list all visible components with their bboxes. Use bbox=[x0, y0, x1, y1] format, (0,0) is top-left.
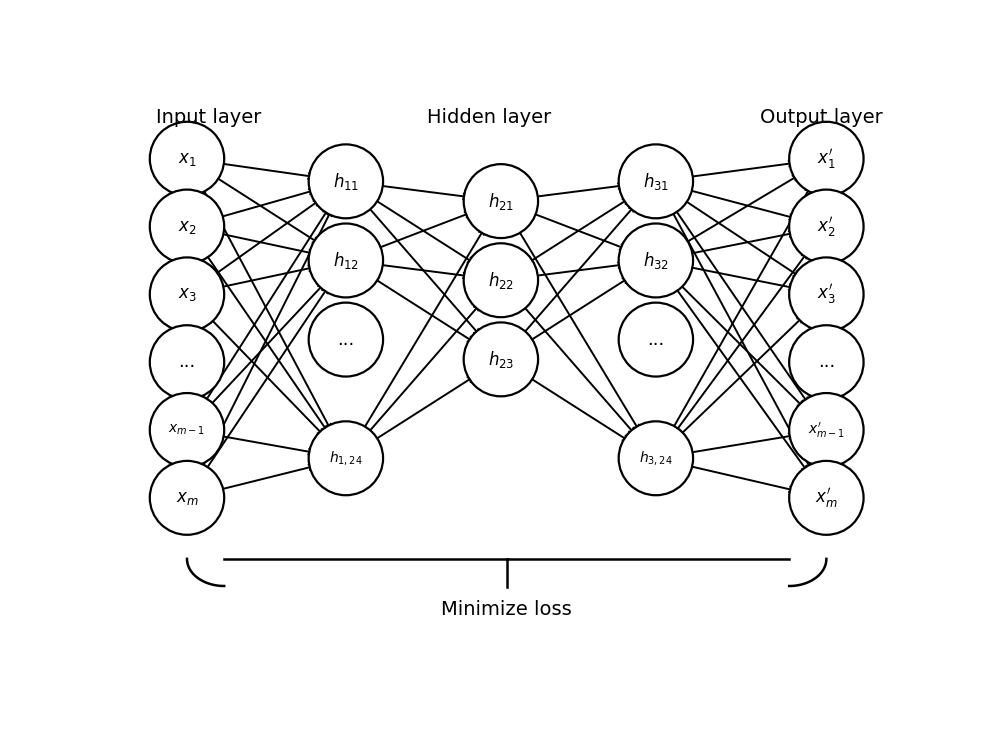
Ellipse shape bbox=[789, 461, 864, 535]
Ellipse shape bbox=[150, 325, 224, 399]
Text: $h_{31}$: $h_{31}$ bbox=[643, 171, 669, 192]
Ellipse shape bbox=[464, 322, 538, 396]
Text: $h_{32}$: $h_{32}$ bbox=[643, 250, 669, 271]
Text: $h_{21}$: $h_{21}$ bbox=[488, 191, 514, 211]
Text: $x_2'$: $x_2'$ bbox=[817, 214, 836, 239]
Text: ...: ... bbox=[337, 330, 354, 349]
Ellipse shape bbox=[309, 302, 383, 377]
Ellipse shape bbox=[619, 145, 693, 218]
Ellipse shape bbox=[619, 302, 693, 377]
Ellipse shape bbox=[150, 393, 224, 467]
Text: $x_1'$: $x_1'$ bbox=[817, 147, 836, 171]
Text: ...: ... bbox=[178, 353, 196, 371]
Text: $x_{m-1}$: $x_{m-1}$ bbox=[168, 423, 206, 437]
Text: $x_2$: $x_2$ bbox=[178, 217, 196, 236]
Text: Minimize loss: Minimize loss bbox=[441, 600, 572, 619]
Text: $x_m$: $x_m$ bbox=[176, 489, 198, 507]
Text: $x_1$: $x_1$ bbox=[178, 150, 196, 168]
Ellipse shape bbox=[789, 325, 864, 399]
Text: $h_{11}$: $h_{11}$ bbox=[333, 171, 359, 192]
Ellipse shape bbox=[619, 421, 693, 495]
Text: Output layer: Output layer bbox=[761, 108, 883, 127]
Ellipse shape bbox=[464, 164, 538, 238]
Ellipse shape bbox=[789, 393, 864, 467]
Text: ...: ... bbox=[818, 353, 835, 371]
Text: $x_m'$: $x_m'$ bbox=[815, 486, 838, 510]
Text: $x_3$: $x_3$ bbox=[178, 286, 196, 303]
Text: Hidden layer: Hidden layer bbox=[427, 108, 552, 127]
Text: $x_3'$: $x_3'$ bbox=[817, 283, 836, 306]
Ellipse shape bbox=[789, 258, 864, 331]
Ellipse shape bbox=[309, 145, 383, 218]
Ellipse shape bbox=[150, 258, 224, 331]
Ellipse shape bbox=[309, 223, 383, 297]
Ellipse shape bbox=[619, 223, 693, 297]
Ellipse shape bbox=[464, 243, 538, 317]
Ellipse shape bbox=[789, 122, 864, 196]
Text: ...: ... bbox=[647, 330, 664, 349]
Ellipse shape bbox=[309, 421, 383, 495]
Ellipse shape bbox=[150, 461, 224, 535]
Text: $h_{23}$: $h_{23}$ bbox=[488, 349, 514, 370]
Text: $h_{22}$: $h_{22}$ bbox=[488, 269, 514, 291]
Text: $x_{m-1}'$: $x_{m-1}'$ bbox=[808, 421, 845, 440]
Text: $h_{12}$: $h_{12}$ bbox=[333, 250, 359, 271]
Ellipse shape bbox=[789, 189, 864, 264]
Text: $h_{3,24}$: $h_{3,24}$ bbox=[639, 449, 673, 468]
Text: Input layer: Input layer bbox=[156, 108, 261, 127]
Ellipse shape bbox=[150, 189, 224, 264]
Text: $h_{1,24}$: $h_{1,24}$ bbox=[329, 449, 363, 468]
Ellipse shape bbox=[150, 122, 224, 196]
